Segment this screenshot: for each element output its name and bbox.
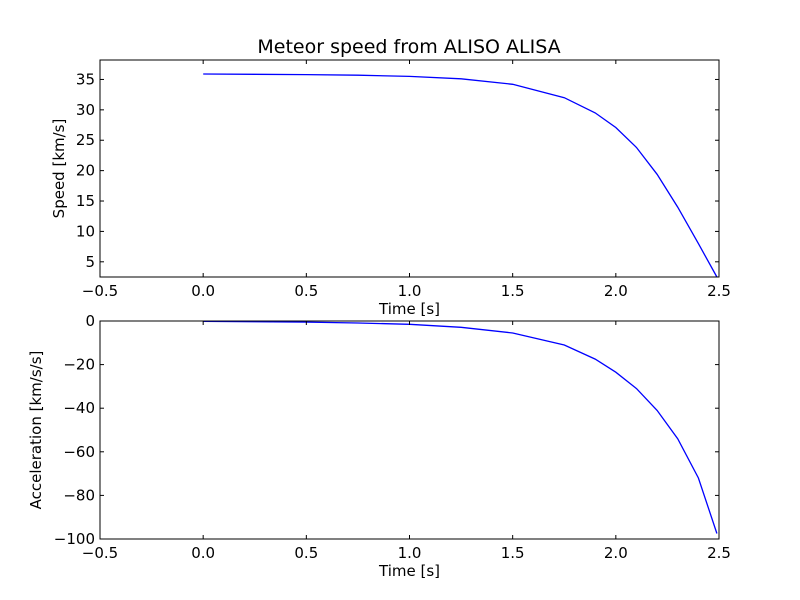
acceleration-series-line (203, 320, 718, 534)
acceleration-subplot: −0.5 0.0 0.5 1.0 1.5 2.0 2.5 0 −20 −40 −60 −80 −100 T… (27, 312, 731, 580)
chart-title: Meteor speed from ALISO ALISA (257, 36, 560, 58)
speed-axes-frame (99, 59, 720, 278)
speed-subplot: −0.5 0.0 0.5 1.0 1.5 2.0 2.5 5 10 15 20 25 30 35 Time … (50, 59, 731, 318)
speed-x-tick-label: 1.5 (501, 282, 525, 300)
acceleration-x-tick-label: 1.0 (398, 544, 422, 562)
acceleration-x-tick-label: 2.0 (604, 544, 628, 562)
speed-x-tick-label: 2.0 (604, 282, 628, 300)
acceleration-x-axis-label: Time [s] (378, 562, 440, 580)
speed-series-line (203, 73, 718, 278)
acceleration-y-tick-label: −20 (63, 356, 95, 374)
speed-x-tick-label: 0.5 (294, 282, 318, 300)
acceleration-y-axis-label: Acceleration [km/s/s] (27, 351, 45, 510)
acceleration-x-tick-label: 1.5 (501, 544, 525, 562)
acceleration-y-tick-label: 0 (85, 312, 95, 330)
speed-x-tick-label: 1.0 (398, 282, 422, 300)
acceleration-y-tick-label: −100 (54, 530, 95, 548)
acceleration-x-tick-label: 0.0 (191, 544, 215, 562)
acceleration-y-tick-label: −60 (63, 443, 95, 461)
acceleration-y-tick-label: −80 (63, 486, 95, 504)
speed-y-axis-label: Speed [km/s] (50, 119, 68, 219)
speed-y-tick-label: 25 (76, 131, 95, 149)
acceleration-x-tick-label: −0.5 (82, 544, 118, 562)
speed-x-axis-label: Time [s] (378, 300, 440, 318)
speed-x-tick-label: 2.5 (707, 282, 731, 300)
speed-x-tick-label: −0.5 (82, 282, 118, 300)
speed-y-tick-label: 5 (85, 253, 95, 271)
acceleration-x-tick-label: 0.5 (294, 544, 318, 562)
acceleration-y-tick-label: −40 (63, 399, 95, 417)
speed-y-tick-label: 15 (76, 192, 95, 210)
acceleration-x-tick-label: 2.5 (707, 544, 731, 562)
speed-y-tick-label: 10 (76, 222, 95, 240)
acceleration-axes-frame (99, 320, 720, 540)
speed-y-tick-label: 20 (76, 162, 95, 180)
speed-y-tick-label: 35 (76, 70, 95, 88)
speed-y-tick-label: 30 (76, 101, 95, 119)
speed-x-tick-label: 0.0 (191, 282, 215, 300)
